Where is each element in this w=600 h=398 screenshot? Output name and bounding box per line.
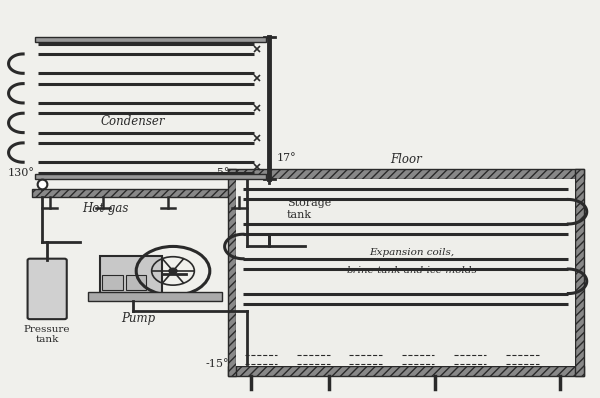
Bar: [236, 179, 575, 366]
Circle shape: [169, 268, 177, 274]
Bar: [32, 189, 269, 197]
Bar: [88, 292, 221, 301]
Text: Condenser: Condenser: [100, 115, 165, 129]
Bar: [575, 170, 584, 376]
Bar: [35, 174, 266, 179]
Bar: [125, 275, 146, 290]
Text: Floor: Floor: [390, 153, 422, 166]
Bar: [227, 170, 584, 179]
Text: Storage
tank: Storage tank: [287, 198, 331, 220]
Bar: [227, 170, 236, 376]
Bar: [100, 256, 163, 293]
Text: Hot gas: Hot gas: [82, 202, 128, 215]
Bar: [227, 366, 584, 376]
Text: Pressure
tank: Pressure tank: [24, 325, 70, 344]
Text: -15°: -15°: [206, 359, 229, 369]
FancyBboxPatch shape: [28, 259, 67, 319]
Bar: [35, 37, 266, 42]
Text: 130°: 130°: [8, 168, 35, 178]
Bar: [102, 275, 122, 290]
Text: brine-tank-and-ice-molds: brine-tank-and-ice-molds: [346, 266, 477, 275]
Text: Expansion coils,: Expansion coils,: [369, 248, 454, 257]
Text: Pump: Pump: [122, 312, 155, 325]
Text: 17°: 17°: [276, 152, 296, 162]
Text: -5°: -5°: [213, 168, 229, 178]
FancyBboxPatch shape: [253, 181, 285, 237]
